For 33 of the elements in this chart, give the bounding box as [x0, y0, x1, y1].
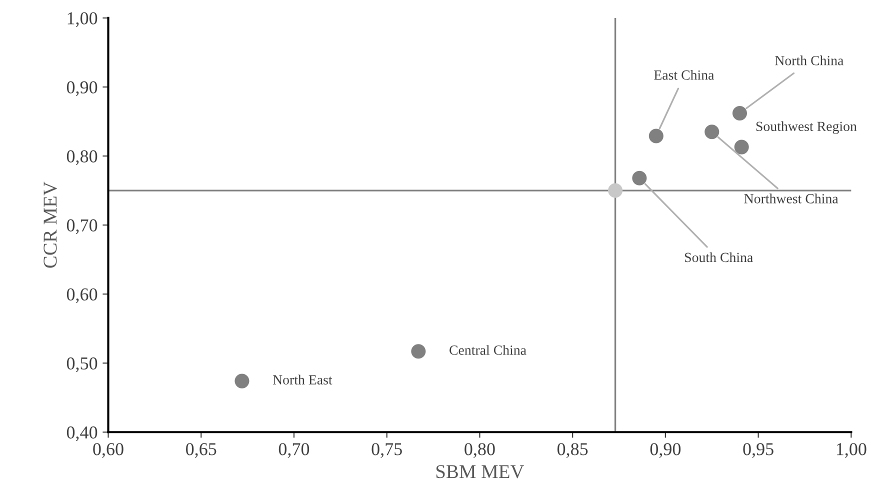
point	[608, 183, 623, 198]
point	[411, 344, 426, 359]
annotation: Northwest China	[744, 194, 838, 204]
x-tick-label: 0,80	[464, 443, 495, 458]
point	[648, 128, 664, 144]
x-tick-label: 0,60	[93, 443, 124, 458]
x-tick-label: 0,90	[650, 443, 681, 458]
annotation: North East	[272, 374, 332, 385]
y-tick-label: 0,70	[66, 219, 98, 234]
y-tick-label: 0,50	[66, 357, 98, 372]
point	[734, 140, 749, 154]
x-axis-title: SBM MEV	[436, 465, 524, 478]
y-tick-label: 0,90	[66, 81, 98, 96]
point	[732, 106, 748, 121]
annotation: North China	[775, 56, 844, 66]
x-tick-label: 0,85	[557, 443, 588, 458]
x-tick-label: 1,00	[836, 443, 866, 458]
point	[234, 374, 250, 388]
annotation: East China	[654, 70, 714, 80]
y-tick-label: 0,60	[66, 288, 98, 304]
annotation: South China	[685, 252, 753, 262]
point	[704, 124, 720, 140]
y-tick-label: 0,80	[66, 150, 98, 166]
annotation: Southwest Region	[756, 121, 857, 134]
x-tick-label: 0,65	[186, 443, 216, 458]
y-axis-title: CCR MEV	[44, 182, 57, 268]
y-tick-label: 1,00	[68, 12, 98, 28]
annotation: Central China	[450, 345, 526, 355]
y-tick-label: 0,40	[66, 426, 98, 442]
x-tick-label: 0,95	[743, 443, 774, 458]
x-tick-label: 0,75	[372, 443, 402, 458]
x-tick-label: 0,70	[278, 443, 310, 458]
point	[632, 170, 647, 186]
